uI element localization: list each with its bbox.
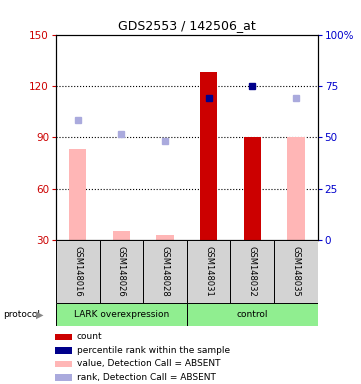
Text: GSM148031: GSM148031 (204, 246, 213, 297)
Text: GSM148028: GSM148028 (161, 246, 170, 297)
Text: count: count (77, 333, 103, 341)
Bar (55, 361, 72, 367)
Text: GSM148035: GSM148035 (291, 246, 300, 297)
Bar (156, 235, 174, 240)
Bar (274, 240, 318, 303)
Bar (56, 303, 187, 326)
Bar (143, 240, 187, 303)
Text: ▶: ▶ (36, 310, 44, 320)
Text: rank, Detection Call = ABSENT: rank, Detection Call = ABSENT (77, 373, 216, 382)
Bar (244, 137, 261, 240)
Text: control: control (236, 310, 268, 319)
Bar (200, 72, 217, 240)
Bar (55, 374, 72, 381)
Bar (113, 232, 130, 240)
Title: GDS2553 / 142506_at: GDS2553 / 142506_at (118, 19, 256, 32)
Bar (56, 240, 100, 303)
Bar (55, 334, 72, 340)
Text: value, Detection Call = ABSENT: value, Detection Call = ABSENT (77, 359, 220, 368)
Bar (187, 240, 230, 303)
Bar (230, 240, 274, 303)
Text: GSM148016: GSM148016 (73, 246, 82, 297)
Text: GSM148026: GSM148026 (117, 246, 126, 297)
Text: percentile rank within the sample: percentile rank within the sample (77, 346, 230, 355)
Text: GSM148032: GSM148032 (248, 246, 257, 297)
Bar (100, 240, 143, 303)
Text: protocol: protocol (4, 310, 40, 319)
Bar (187, 303, 318, 326)
Bar (287, 137, 305, 240)
Bar (55, 347, 72, 354)
Bar (69, 149, 87, 240)
Text: LARK overexpression: LARK overexpression (74, 310, 169, 319)
